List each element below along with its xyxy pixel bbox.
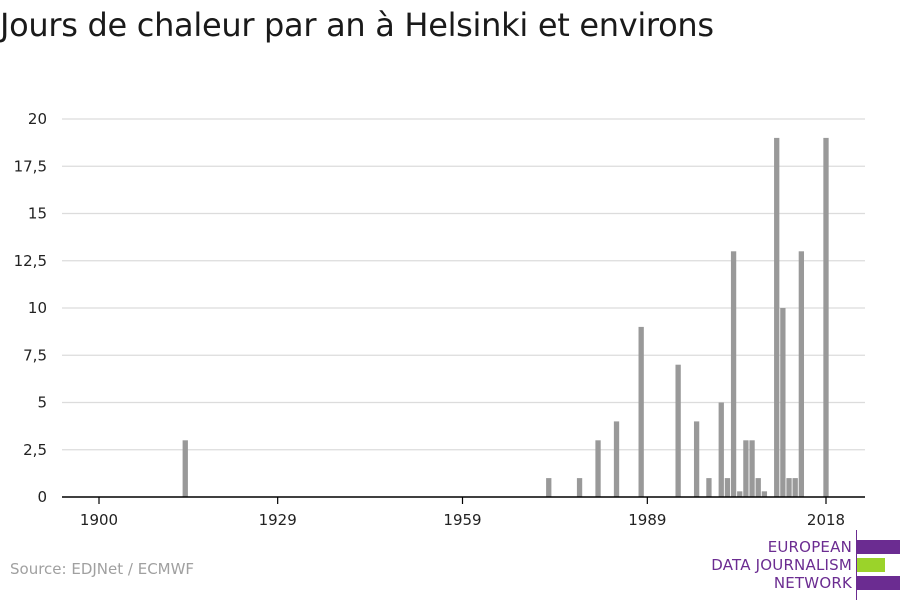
bar (718, 402, 724, 497)
bar (182, 440, 188, 497)
bar (798, 251, 805, 497)
logo-line-european: EUROPEAN (767, 538, 852, 556)
bar (730, 251, 737, 497)
logo-line-network: NETWORK (773, 574, 852, 592)
bar (743, 440, 749, 497)
bar (638, 326, 644, 497)
bar-chart: 0 2,5 5 7,5 10 12,5 15 17,5 20 1900 1929 1959 1989 2… (14, 110, 865, 529)
bar (780, 308, 786, 497)
bar (786, 478, 792, 497)
bar (675, 364, 681, 497)
edjnet-logo: EUROPEAN DATA JOURNALISM NETWORK (700, 530, 900, 600)
x-tick-label: 1929 (259, 511, 297, 529)
logo-bar-green (857, 558, 885, 572)
source-note: Source: EDJNet / ECMWF (10, 560, 195, 578)
logo-line-data-journalism: DATA JOURNALISM (711, 556, 852, 574)
y-tick-label: 5 (37, 394, 47, 412)
bar (546, 478, 552, 497)
bar (823, 137, 829, 497)
bar (706, 478, 712, 497)
bar (749, 440, 755, 497)
bar (761, 491, 768, 497)
y-tick-label: 15 (28, 205, 47, 223)
bar (737, 491, 743, 497)
bar (792, 478, 798, 497)
x-tick-label: 2018 (807, 511, 845, 529)
page-title: Jours de chaleur par an à Helsinki et en… (0, 6, 714, 44)
logo-bar-purple-bottom (857, 576, 900, 590)
bar (595, 440, 601, 497)
x-axis: 1900 1929 1959 1989 2018 (62, 496, 865, 529)
bar (613, 421, 620, 497)
bar (724, 478, 731, 497)
y-tick-label: 0 (37, 488, 47, 506)
bar (693, 421, 700, 497)
logo-separator (856, 530, 857, 600)
y-tick-label: 20 (28, 110, 47, 128)
x-tick-label: 1959 (443, 511, 481, 529)
x-tick-label: 1989 (628, 511, 666, 529)
logo-bar-purple-top (857, 540, 900, 554)
y-tick-label: 17,5 (14, 157, 47, 175)
grid-lines (62, 118, 865, 451)
bar (576, 478, 583, 497)
y-tick-label: 12,5 (14, 252, 47, 270)
y-tick-label: 2,5 (23, 441, 47, 459)
bar (774, 137, 780, 497)
y-tick-label: 7,5 (23, 346, 47, 364)
x-tick-label: 1900 (80, 511, 118, 529)
bars (182, 137, 829, 497)
bar (755, 478, 761, 497)
y-axis-labels: 0 2,5 5 7,5 10 12,5 15 17,5 20 (14, 110, 47, 506)
y-tick-label: 10 (28, 299, 47, 317)
